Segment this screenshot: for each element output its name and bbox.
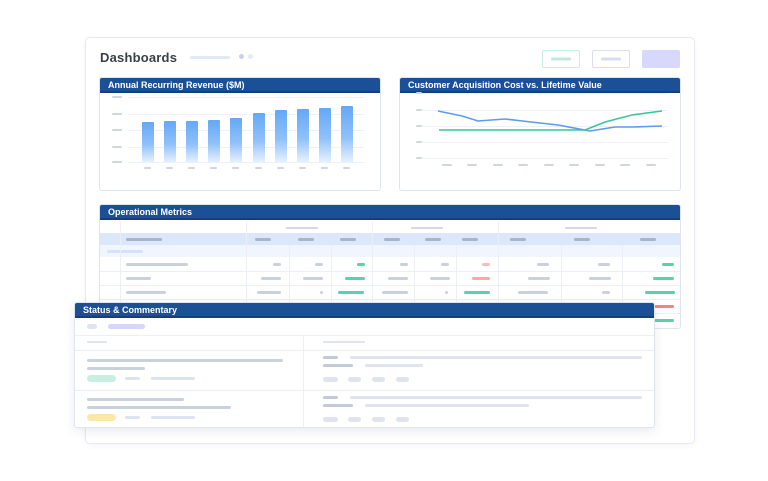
bar-1 bbox=[142, 122, 154, 163]
bar-5 bbox=[230, 118, 242, 163]
table-section-row bbox=[100, 245, 680, 257]
tag-chip[interactable] bbox=[396, 417, 409, 422]
bar-2 bbox=[164, 121, 176, 163]
arr-panel-title: Annual Recurring Revenue ($M) bbox=[100, 78, 380, 93]
tag-chip[interactable] bbox=[396, 377, 409, 382]
bar-10 bbox=[341, 106, 353, 163]
page-dot[interactable] bbox=[248, 54, 253, 59]
tag-chip[interactable] bbox=[372, 377, 385, 382]
status-badge-green bbox=[87, 375, 116, 382]
cac-ltv-panel: Customer Acquisition Cost vs. Lifetime V… bbox=[399, 77, 681, 191]
tag-chip[interactable] bbox=[372, 417, 385, 422]
green-outline-button[interactable] bbox=[542, 50, 580, 68]
bar-8 bbox=[297, 109, 309, 163]
status-commentary-panel: Status & Commentary bbox=[74, 302, 655, 428]
arr-panel: Annual Recurring Revenue ($M) bbox=[99, 77, 381, 191]
status-badge-yellow bbox=[87, 414, 116, 421]
status-commentary-title: Status & Commentary bbox=[75, 303, 654, 318]
tag-chip[interactable] bbox=[323, 377, 338, 382]
tag-chip[interactable] bbox=[348, 417, 361, 422]
bar-3 bbox=[186, 121, 198, 163]
title-subtitle-placeholder bbox=[190, 56, 230, 59]
page-dot-active[interactable] bbox=[239, 54, 244, 59]
tag-chip[interactable] bbox=[348, 377, 361, 382]
page-title: Dashboards bbox=[100, 50, 178, 65]
filter-chip[interactable] bbox=[87, 324, 97, 329]
operational-metrics-title: Operational Metrics bbox=[100, 205, 680, 220]
purple-outline-button[interactable] bbox=[592, 50, 630, 68]
line-series bbox=[437, 110, 663, 132]
primary-button[interactable] bbox=[642, 50, 680, 68]
bar-4 bbox=[208, 120, 220, 163]
cac-ltv-panel-title: Customer Acquisition Cost vs. Lifetime V… bbox=[400, 78, 680, 93]
dashboard-window: Dashboards Annual Recurring Revenue ($M) bbox=[85, 37, 695, 444]
filter-chip-active[interactable] bbox=[108, 324, 145, 329]
tag-chip[interactable] bbox=[323, 417, 338, 422]
bar-6 bbox=[253, 113, 265, 163]
bar-9 bbox=[319, 108, 331, 163]
ltv-line bbox=[439, 110, 663, 131]
bar-7 bbox=[275, 110, 287, 163]
